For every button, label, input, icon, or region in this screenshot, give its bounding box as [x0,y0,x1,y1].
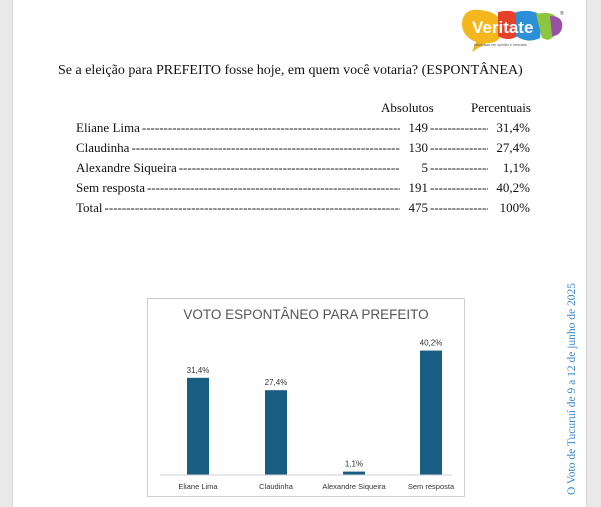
logo-bubbles [461,9,563,52]
dot-leader: ----------------------------------------… [430,180,488,195]
row-percent: 100% [499,200,530,215]
table-row: Claudinha ------------------------------… [76,140,530,158]
row-name: Eliane Lima [76,120,140,135]
row-name: Total [76,200,103,215]
table-row: Alexandre Siqueira ---------------------… [76,160,530,178]
category-label: Eliane Lima [178,482,218,491]
logo-tagline: pesquisas em opinião e mercado [474,43,527,47]
veritate-logo: Veritate pesquisas em opinião e mercado … [461,9,564,52]
bar-sem-resposta [420,350,442,475]
dot-leader: ----------------------------------------… [141,120,400,135]
dot-leader: ----------------------------------------… [430,140,488,155]
table-row: Sem resposta ---------------------------… [76,180,530,198]
svg-text:®: ® [560,10,564,17]
row-name: Claudinha [76,140,130,155]
dot-leader: ----------------------------------------… [430,200,488,215]
row-name: Sem resposta [76,180,145,195]
row-percent: 27,4% [496,140,530,155]
logo-brand: Veritate [472,18,533,37]
data-label: 40,2% [420,339,443,348]
header-percentuais: Percentuais [471,100,531,115]
data-label: 1,1% [345,460,363,469]
side-note: O Voto de Tucuruí de 9 a 12 de junho de … [566,283,578,495]
dot-leader: ----------------------------------------… [146,180,400,195]
row-percent: 1,1% [502,160,530,175]
dot-leader: ----------------------------------------… [430,160,488,175]
category-label: Claudinha [259,482,294,491]
row-percent: 31,4% [496,120,530,135]
bar-eliane-lima [187,377,209,475]
chart-title: VOTO ESPONTÂNEO PARA PREFEITO [183,307,428,322]
data-label: 27,4% [265,378,288,387]
report-page: Veritate pesquisas em opinião e mercado … [12,0,587,507]
bar-alexandre-siqueira [343,471,365,475]
row-absolute: 475 [408,200,429,215]
dot-leader: ----------------------------------------… [104,200,400,215]
table-row: Eliane Lima ----------------------------… [76,120,530,138]
row-name: Alexandre Siqueira [76,160,177,175]
bar-claudinha [265,390,287,475]
chart-canvas: VOTO ESPONTÂNEO PARA PREFEITO 31,4% Elian… [160,307,455,491]
dot-leader: ----------------------------------------… [131,140,400,155]
row-absolute: 130 [408,140,429,155]
row-percent: 40,2% [496,180,530,195]
data-label: 31,4% [187,366,210,375]
header-absolutos: Absolutos [381,100,434,115]
survey-question: Se a eleição para PREFEITO fosse hoje, e… [58,63,523,78]
category-label: Sem resposta [408,482,455,491]
row-absolute: 149 [408,120,429,135]
category-label: Alexandre Siqueira [322,482,386,491]
bar-chart: VOTO ESPONTÂNEO PARA PREFEITO 31,4% Elian… [147,298,465,497]
table-row-total: Total ----------------------------------… [76,200,530,218]
dot-leader: ----------------------------------------… [430,120,488,135]
row-absolute: 191 [408,180,429,195]
dot-leader: ----------------------------------------… [178,160,400,175]
row-absolute: 5 [421,160,429,175]
